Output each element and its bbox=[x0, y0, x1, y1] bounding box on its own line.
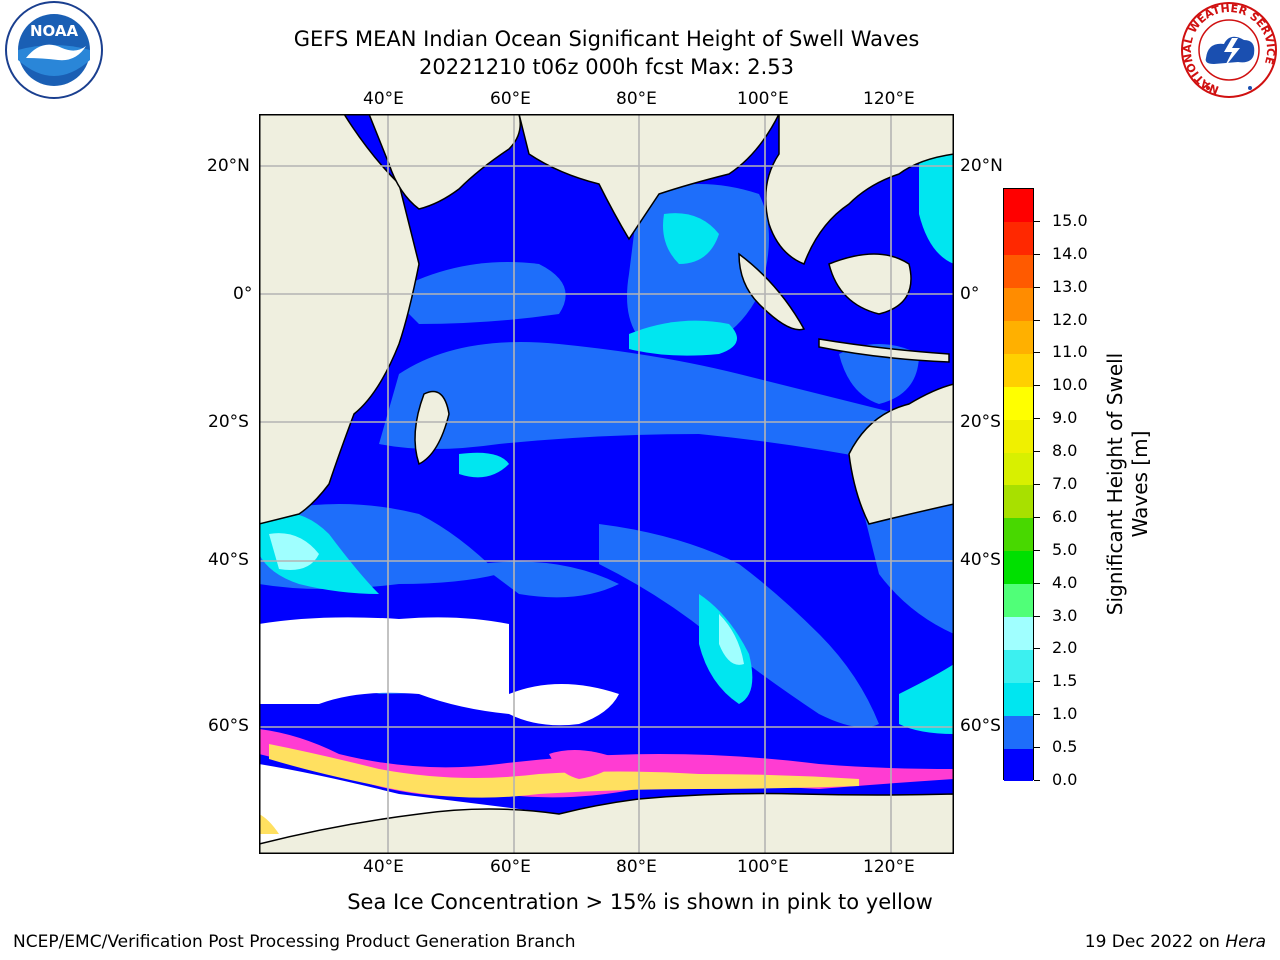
colorbar bbox=[1003, 188, 1034, 782]
colorbar-segment bbox=[1004, 254, 1033, 289]
colorbar-segment bbox=[1004, 583, 1033, 618]
colorbar-tick-mark bbox=[1034, 352, 1040, 353]
colorbar-label: Significant Height of Swell Waves [m] bbox=[1103, 353, 1153, 615]
colorbar-tick-mark bbox=[1034, 484, 1040, 485]
colorbar-tick-mark bbox=[1034, 583, 1040, 584]
colorbar-segment bbox=[1004, 221, 1033, 256]
swell-shading-high bbox=[259, 149, 954, 734]
colorbar-tick-label: 11.0 bbox=[1052, 342, 1088, 361]
colorbar-tick-mark bbox=[1034, 385, 1040, 386]
lon-tick-top: 40°E bbox=[363, 89, 404, 109]
colorbar-tick-label: 0.5 bbox=[1052, 737, 1078, 756]
colorbar-tick-label: 1.5 bbox=[1052, 671, 1078, 690]
lon-tick-bottom: 100°E bbox=[737, 857, 789, 877]
colorbar-segment bbox=[1004, 682, 1033, 716]
colorbar-segment bbox=[1004, 550, 1033, 585]
colorbar-tick-label: 6.0 bbox=[1052, 507, 1078, 526]
map-panel bbox=[259, 114, 954, 854]
colorbar-tick-mark bbox=[1034, 714, 1040, 715]
lon-tick-bottom: 40°E bbox=[363, 857, 404, 877]
lat-tick-left: 60°S bbox=[208, 716, 249, 736]
colorbar-tick-label: 1.0 bbox=[1052, 704, 1078, 723]
colorbar-tick-label: 15.0 bbox=[1052, 211, 1088, 230]
colorbar-tick-label: 12.0 bbox=[1052, 310, 1088, 329]
colorbar-tick-label: 3.0 bbox=[1052, 606, 1078, 625]
colorbar-tick-mark bbox=[1034, 616, 1040, 617]
colorbar-tick-mark bbox=[1034, 451, 1040, 452]
lat-tick-left: 0° bbox=[233, 284, 253, 304]
lat-tick-left: 40°S bbox=[208, 550, 249, 570]
colorbar-tick-mark bbox=[1034, 747, 1040, 748]
colorbar-segment bbox=[1004, 320, 1033, 354]
colorbar-tick-mark bbox=[1034, 418, 1040, 419]
map-graticule bbox=[259, 114, 954, 854]
lat-tick-right: 20°N bbox=[960, 156, 1003, 176]
colorbar-tick-label: 9.0 bbox=[1052, 408, 1078, 427]
lat-tick-right: 60°S bbox=[960, 716, 1001, 736]
nws-logo: NATIONAL WEATHER SERVICE bbox=[1181, 2, 1277, 98]
lon-tick-top: 100°E bbox=[737, 89, 789, 109]
colorbar-tick-label: 10.0 bbox=[1052, 375, 1088, 394]
noaa-logo: NOAA bbox=[5, 1, 103, 99]
colorbar-tick-label: 5.0 bbox=[1052, 540, 1078, 559]
lat-tick-right: 20°S bbox=[960, 412, 1001, 432]
colorbar-segment bbox=[1004, 287, 1033, 322]
colorbar-tick-label: 0.0 bbox=[1052, 770, 1078, 789]
colorbar-tick-label: 2.0 bbox=[1052, 638, 1078, 657]
footer-date: 19 Dec 2022 on bbox=[1084, 932, 1226, 952]
colorbar-tick-label: 14.0 bbox=[1052, 244, 1088, 263]
lat-tick-right: 40°S bbox=[960, 550, 1001, 570]
colorbar-segment bbox=[1004, 353, 1033, 387]
lat-tick-left: 20°N bbox=[207, 156, 250, 176]
figure-title: GEFS MEAN Indian Ocean Significant Heigh… bbox=[293, 27, 920, 51]
colorbar-segment bbox=[1004, 715, 1033, 749]
colorbar-segment bbox=[1004, 485, 1033, 519]
colorbar-segment bbox=[1004, 517, 1033, 552]
colorbar-segment bbox=[1004, 419, 1033, 453]
colorbar-tick-label: 13.0 bbox=[1052, 277, 1088, 296]
colorbar-label-line2: Waves [m] bbox=[1128, 430, 1152, 538]
colorbar-tick-label: 7.0 bbox=[1052, 474, 1078, 493]
colorbar-label-line1: Significant Height of Swell bbox=[1103, 352, 1127, 616]
colorbar-segment bbox=[1004, 189, 1033, 223]
colorbar-tick-mark bbox=[1034, 648, 1040, 649]
colorbar-tick-mark bbox=[1034, 320, 1040, 321]
colorbar-segment bbox=[1004, 616, 1033, 650]
lon-tick-top: 80°E bbox=[616, 89, 657, 109]
colorbar-segment bbox=[1004, 649, 1033, 683]
figure-subtitle: 20221210 t06z 000h fcst Max: 2.53 bbox=[419, 55, 794, 79]
lat-tick-right: 0° bbox=[960, 284, 980, 304]
sea-ice-band bbox=[259, 729, 954, 834]
lon-tick-bottom: 60°E bbox=[490, 857, 531, 877]
footer-left: NCEP/EMC/Verification Post Processing Pr… bbox=[13, 932, 576, 952]
colorbar-tick-mark bbox=[1034, 254, 1040, 255]
lat-tick-left: 20°S bbox=[208, 412, 249, 432]
lon-tick-top: 60°E bbox=[490, 89, 531, 109]
colorbar-segment bbox=[1004, 386, 1033, 420]
colorbar-segment bbox=[1004, 748, 1033, 782]
colorbar-tick-mark bbox=[1034, 550, 1040, 551]
colorbar-tick-mark bbox=[1034, 221, 1040, 222]
colorbar-tick-label: 8.0 bbox=[1052, 441, 1078, 460]
noaa-logo-text: NOAA bbox=[30, 22, 79, 40]
map-border bbox=[259, 114, 954, 854]
colorbar-tick-label: 4.0 bbox=[1052, 573, 1078, 592]
colorbar-segment bbox=[1004, 452, 1033, 486]
colorbar-tick-mark bbox=[1034, 517, 1040, 518]
lon-tick-bottom: 80°E bbox=[616, 857, 657, 877]
lon-tick-top: 120°E bbox=[863, 89, 915, 109]
footer-machine: Hera bbox=[1225, 932, 1266, 952]
colorbar-tick-mark bbox=[1034, 287, 1040, 288]
lon-tick-bottom: 120°E bbox=[863, 857, 915, 877]
ice-caption: Sea Ice Concentration > 15% is shown in … bbox=[347, 890, 933, 914]
colorbar-tick-mark bbox=[1034, 780, 1040, 781]
footer-right: 19 Dec 2022 on Hera bbox=[1085, 932, 1266, 952]
colorbar-tick-mark bbox=[1034, 681, 1040, 682]
